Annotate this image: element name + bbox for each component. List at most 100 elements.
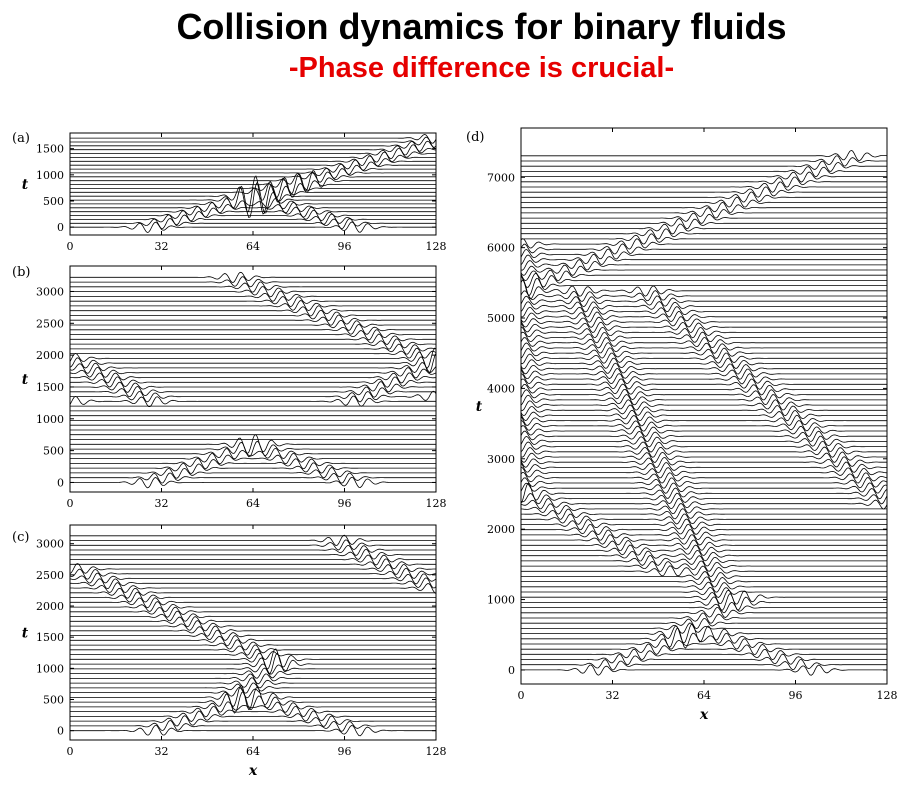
trace-line bbox=[521, 435, 887, 448]
panel-label: (c) bbox=[12, 530, 29, 545]
trace-line bbox=[70, 544, 436, 556]
trace-line bbox=[70, 206, 436, 218]
panel-b: (b) 0 32 64 96 128 0 500 1000 1500 2000 2500 3000 t bbox=[12, 265, 447, 510]
trace-line bbox=[70, 221, 436, 233]
trace-line bbox=[521, 606, 887, 618]
trace-line bbox=[521, 383, 887, 396]
trace-line bbox=[521, 492, 887, 505]
trace-line bbox=[70, 155, 436, 167]
y-tick-label: 1000 bbox=[36, 413, 64, 426]
trace-line bbox=[70, 180, 436, 203]
trace-line bbox=[70, 338, 436, 350]
trace-line bbox=[70, 290, 436, 302]
trace-line bbox=[521, 653, 887, 666]
trace-line bbox=[521, 171, 887, 183]
panel-label: (d) bbox=[466, 130, 484, 145]
trace-line bbox=[70, 467, 436, 479]
x-tick-label: 128 bbox=[426, 745, 447, 758]
trace-line bbox=[521, 503, 887, 515]
trace-line bbox=[521, 409, 887, 422]
trace-line bbox=[70, 724, 436, 737]
waterfall-lines bbox=[70, 534, 436, 737]
trace-line bbox=[521, 539, 887, 552]
trace-line bbox=[521, 331, 887, 344]
trace-line bbox=[70, 175, 436, 215]
y-tick-label: 2000 bbox=[487, 523, 515, 536]
trace-line bbox=[521, 301, 887, 313]
panel-label: (b) bbox=[12, 265, 30, 280]
trace-line bbox=[521, 565, 887, 578]
trace-line bbox=[70, 347, 436, 369]
trace-line bbox=[70, 169, 436, 192]
trace-line bbox=[521, 362, 887, 375]
x-tick-label: 0 bbox=[518, 689, 525, 702]
trace-line bbox=[70, 343, 436, 355]
page-subtitle: -Phase difference is crucial- bbox=[288, 52, 675, 84]
trace-line bbox=[521, 394, 887, 406]
y-tick-label: 500 bbox=[43, 693, 64, 706]
trace-line bbox=[70, 462, 436, 474]
trace-line bbox=[70, 366, 436, 379]
x-tick-label: 64 bbox=[246, 497, 260, 510]
trace-line bbox=[521, 534, 887, 546]
trace-line bbox=[70, 652, 436, 675]
trace-line bbox=[70, 577, 436, 590]
trace-line bbox=[70, 687, 436, 699]
y-tick-label: 3000 bbox=[36, 285, 64, 298]
trace-line bbox=[521, 451, 887, 463]
trace-line bbox=[521, 623, 887, 644]
trace-line bbox=[521, 373, 887, 385]
trace-line bbox=[521, 571, 887, 583]
trace-line bbox=[70, 202, 436, 214]
trace-line bbox=[521, 622, 887, 634]
trace-line bbox=[521, 593, 887, 611]
y-tick-label: 0 bbox=[508, 664, 515, 677]
trace-line bbox=[70, 333, 436, 345]
trace-line bbox=[521, 425, 887, 437]
trace-line bbox=[70, 587, 436, 599]
trace-line bbox=[521, 223, 887, 235]
trace-line bbox=[70, 710, 436, 722]
trace-line bbox=[70, 648, 436, 670]
trace-line bbox=[521, 523, 887, 536]
trace-line bbox=[521, 388, 887, 401]
y-tick-label: 7000 bbox=[487, 171, 515, 184]
trace-line bbox=[70, 620, 436, 632]
trace-line bbox=[521, 550, 887, 562]
trace-line bbox=[70, 447, 436, 460]
trace-line bbox=[521, 228, 887, 240]
trace-line bbox=[521, 508, 887, 520]
trace-line bbox=[521, 259, 887, 271]
trace-line bbox=[521, 326, 887, 339]
panel-a: (a) 0 32 64 96 128 0 500 1000 1500 t bbox=[12, 131, 447, 253]
trace-line bbox=[521, 196, 887, 208]
x-tick-label: 96 bbox=[789, 689, 803, 702]
trace-line bbox=[521, 352, 887, 365]
trace-line bbox=[70, 719, 436, 732]
trace-line bbox=[70, 381, 436, 393]
trace-line bbox=[70, 635, 436, 647]
trace-line bbox=[521, 218, 887, 230]
trace-line bbox=[70, 606, 436, 618]
trace-line bbox=[521, 212, 887, 224]
trace-line bbox=[521, 207, 887, 219]
x-tick-label: 64 bbox=[246, 240, 260, 253]
trace-line bbox=[70, 548, 436, 560]
y-axis-label: t bbox=[22, 626, 29, 642]
trace-line bbox=[70, 319, 436, 331]
trace-line bbox=[521, 658, 887, 671]
trace-line bbox=[521, 176, 887, 188]
y-tick-label: 2000 bbox=[36, 349, 64, 362]
x-tick-label: 32 bbox=[155, 745, 169, 758]
y-tick-label: 5000 bbox=[487, 312, 515, 325]
trace-line bbox=[521, 149, 887, 161]
y-tick-label: 1000 bbox=[36, 662, 64, 675]
trace-line bbox=[70, 558, 436, 570]
trace-line bbox=[521, 357, 887, 370]
trace-line bbox=[521, 238, 887, 250]
trace-line bbox=[70, 639, 436, 651]
trace-line bbox=[521, 461, 887, 474]
trace-line bbox=[521, 648, 887, 661]
trace-line bbox=[70, 198, 436, 210]
